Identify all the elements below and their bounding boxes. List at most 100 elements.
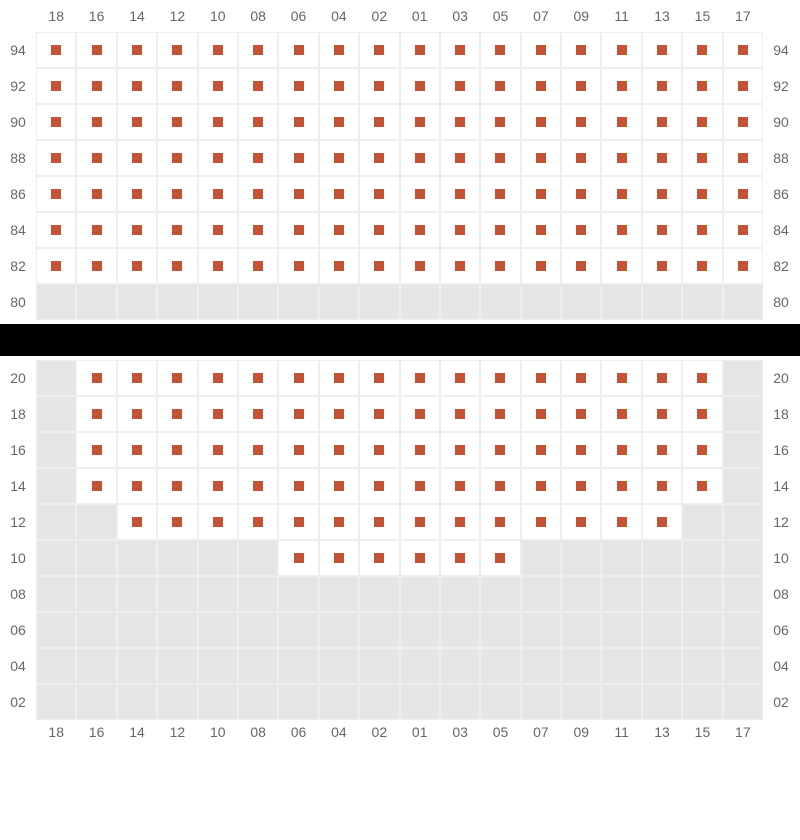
seat-cell[interactable] <box>480 396 520 432</box>
seat-cell[interactable] <box>601 68 641 104</box>
seat-cell[interactable] <box>278 104 318 140</box>
seat-cell[interactable] <box>117 468 157 504</box>
seat-cell[interactable] <box>238 360 278 396</box>
seat-cell[interactable] <box>682 32 722 68</box>
seat-cell[interactable] <box>642 432 682 468</box>
seat-cell[interactable] <box>157 212 197 248</box>
seat-cell[interactable] <box>561 432 601 468</box>
seat-cell[interactable] <box>157 140 197 176</box>
seat-cell[interactable] <box>359 248 399 284</box>
seat-cell[interactable] <box>117 248 157 284</box>
seat-cell[interactable] <box>198 104 238 140</box>
seat-cell[interactable] <box>601 104 641 140</box>
seat-cell[interactable] <box>319 540 359 576</box>
seat-cell[interactable] <box>400 360 440 396</box>
seat-cell[interactable] <box>521 468 561 504</box>
seat-cell[interactable] <box>682 212 722 248</box>
seat-cell[interactable] <box>359 540 399 576</box>
seat-cell[interactable] <box>157 104 197 140</box>
seat-cell[interactable] <box>723 212 763 248</box>
seat-cell[interactable] <box>561 32 601 68</box>
seat-cell[interactable] <box>76 104 116 140</box>
seat-cell[interactable] <box>238 68 278 104</box>
seat-cell[interactable] <box>642 104 682 140</box>
seat-cell[interactable] <box>278 212 318 248</box>
seat-cell[interactable] <box>642 248 682 284</box>
seat-cell[interactable] <box>682 468 722 504</box>
seat-cell[interactable] <box>198 32 238 68</box>
seat-cell[interactable] <box>157 396 197 432</box>
seat-cell[interactable] <box>157 32 197 68</box>
seat-cell[interactable] <box>359 176 399 212</box>
seat-cell[interactable] <box>723 248 763 284</box>
seat-cell[interactable] <box>359 504 399 540</box>
seat-cell[interactable] <box>76 468 116 504</box>
seat-cell[interactable] <box>76 212 116 248</box>
seat-cell[interactable] <box>601 504 641 540</box>
seat-cell[interactable] <box>198 176 238 212</box>
seat-cell[interactable] <box>36 248 76 284</box>
seat-cell[interactable] <box>238 32 278 68</box>
seat-cell[interactable] <box>480 32 520 68</box>
seat-cell[interactable] <box>521 176 561 212</box>
seat-cell[interactable] <box>198 248 238 284</box>
seat-cell[interactable] <box>117 176 157 212</box>
seat-cell[interactable] <box>682 360 722 396</box>
seat-cell[interactable] <box>521 396 561 432</box>
seat-cell[interactable] <box>601 360 641 396</box>
seat-cell[interactable] <box>642 32 682 68</box>
seat-cell[interactable] <box>76 176 116 212</box>
seat-cell[interactable] <box>76 248 116 284</box>
seat-cell[interactable] <box>521 248 561 284</box>
seat-cell[interactable] <box>157 68 197 104</box>
seat-cell[interactable] <box>480 140 520 176</box>
seat-cell[interactable] <box>359 104 399 140</box>
seat-cell[interactable] <box>400 140 440 176</box>
seat-cell[interactable] <box>319 176 359 212</box>
seat-cell[interactable] <box>36 140 76 176</box>
seat-cell[interactable] <box>198 360 238 396</box>
seat-cell[interactable] <box>278 140 318 176</box>
seat-cell[interactable] <box>198 504 238 540</box>
seat-cell[interactable] <box>76 432 116 468</box>
seat-cell[interactable] <box>238 432 278 468</box>
seat-cell[interactable] <box>400 212 440 248</box>
seat-cell[interactable] <box>157 248 197 284</box>
seat-cell[interactable] <box>198 468 238 504</box>
seat-cell[interactable] <box>601 212 641 248</box>
seat-cell[interactable] <box>480 248 520 284</box>
seat-cell[interactable] <box>642 212 682 248</box>
seat-cell[interactable] <box>561 140 601 176</box>
seat-cell[interactable] <box>238 176 278 212</box>
seat-cell[interactable] <box>682 176 722 212</box>
seat-cell[interactable] <box>521 432 561 468</box>
seat-cell[interactable] <box>319 432 359 468</box>
seat-cell[interactable] <box>601 32 641 68</box>
seat-cell[interactable] <box>278 176 318 212</box>
seat-cell[interactable] <box>480 104 520 140</box>
seat-cell[interactable] <box>157 360 197 396</box>
seat-cell[interactable] <box>723 68 763 104</box>
seat-cell[interactable] <box>400 432 440 468</box>
seat-cell[interactable] <box>682 104 722 140</box>
seat-cell[interactable] <box>157 468 197 504</box>
seat-cell[interactable] <box>278 540 318 576</box>
seat-cell[interactable] <box>561 176 601 212</box>
seat-cell[interactable] <box>198 140 238 176</box>
seat-cell[interactable] <box>440 212 480 248</box>
seat-cell[interactable] <box>480 360 520 396</box>
seat-cell[interactable] <box>642 68 682 104</box>
seat-cell[interactable] <box>117 32 157 68</box>
seat-cell[interactable] <box>440 504 480 540</box>
seat-cell[interactable] <box>278 468 318 504</box>
seat-cell[interactable] <box>117 68 157 104</box>
seat-cell[interactable] <box>238 104 278 140</box>
seat-cell[interactable] <box>561 468 601 504</box>
seat-cell[interactable] <box>440 248 480 284</box>
seat-cell[interactable] <box>561 248 601 284</box>
seat-cell[interactable] <box>238 396 278 432</box>
seat-cell[interactable] <box>76 360 116 396</box>
seat-cell[interactable] <box>480 68 520 104</box>
seat-cell[interactable] <box>117 504 157 540</box>
seat-cell[interactable] <box>440 540 480 576</box>
